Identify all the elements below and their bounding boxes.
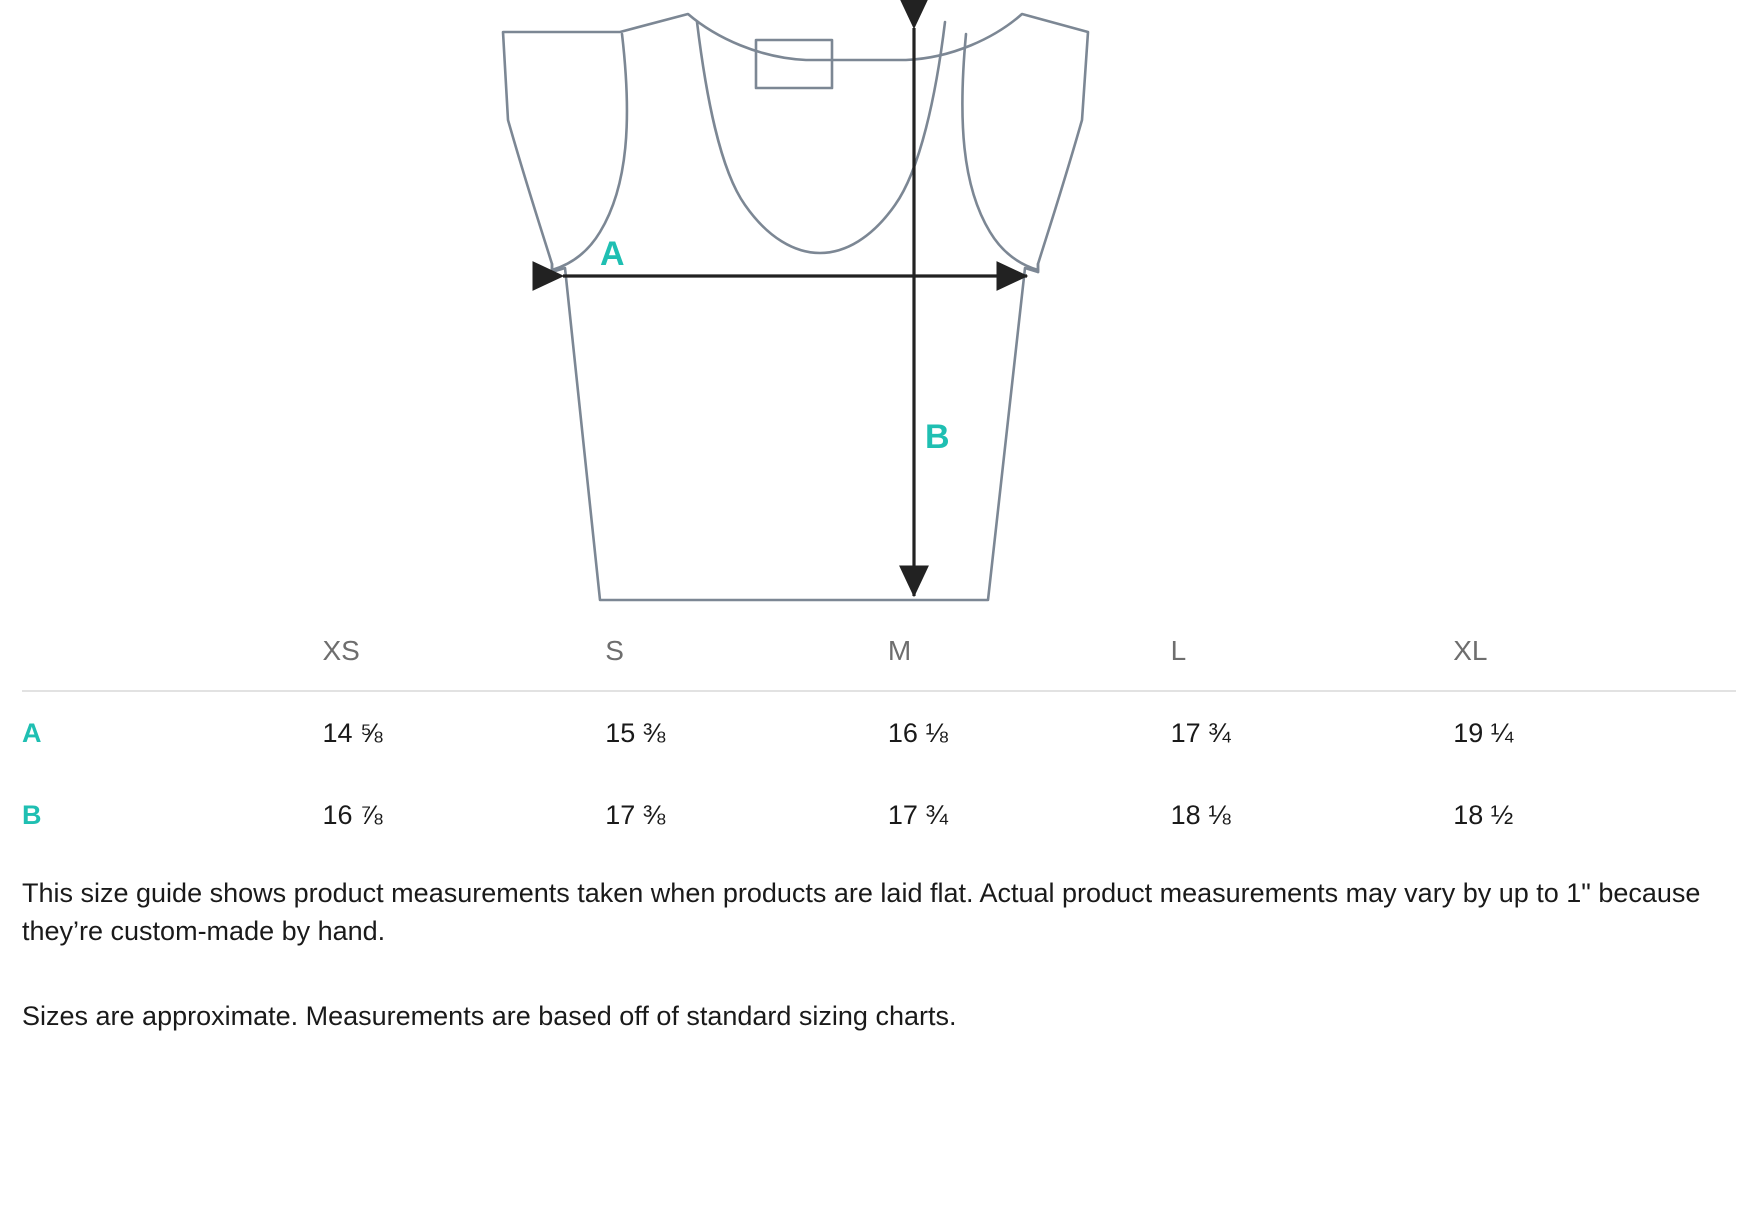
size-chart-head: XS S M L XL xyxy=(22,612,1736,691)
measurement-arrows xyxy=(532,0,1029,598)
size-chart-table: XS S M L XL A 14 ⅝ 15 ⅜ 16 ⅛ 17 ¾ 19 ¼ B… xyxy=(22,612,1736,856)
size-header-xl: XL xyxy=(1453,635,1488,666)
dimension-label-b: B xyxy=(925,418,950,456)
size-chart-body: A 14 ⅝ 15 ⅜ 16 ⅛ 17 ¾ 19 ¼ B 16 ⅞ 17 ⅜ 1… xyxy=(22,691,1736,856)
note-laid-flat: This size guide shows product measuremen… xyxy=(22,878,1701,947)
cell-a-l: 17 ¾ xyxy=(1170,717,1231,748)
tank-top-flat-sketch-svg: A B xyxy=(501,0,1090,602)
cell-b-m: 17 ¾ xyxy=(887,799,948,830)
cell-a-m: 16 ⅛ xyxy=(887,717,948,748)
cell-b-xs: 16 ⅞ xyxy=(322,799,383,830)
cell-a-xs: 14 ⅝ xyxy=(322,717,383,748)
table-row: B 16 ⅞ 17 ⅜ 17 ¾ 18 ⅛ 18 ½ xyxy=(22,774,1736,856)
table-row: A 14 ⅝ 15 ⅜ 16 ⅛ 17 ¾ 19 ¼ xyxy=(22,691,1736,774)
size-header-l: L xyxy=(1170,635,1187,666)
size-header-m: M xyxy=(887,635,912,666)
size-guide-notes: This size guide shows product measuremen… xyxy=(0,874,1758,1035)
garment-outline xyxy=(501,12,1090,602)
cell-b-xl: 18 ½ xyxy=(1453,799,1514,830)
neck-label-rect xyxy=(754,38,834,90)
cell-b-s: 17 ⅜ xyxy=(605,799,666,830)
row-key-b: B xyxy=(22,799,42,830)
size-header-s: S xyxy=(605,635,624,666)
size-chart-header-row: XS S M L XL xyxy=(22,612,1736,691)
cell-a-xl: 19 ¼ xyxy=(1453,717,1514,748)
cell-a-s: 15 ⅜ xyxy=(605,717,666,748)
dimension-label-a: A xyxy=(600,235,625,273)
row-label-column-header xyxy=(22,612,323,691)
size-guide-illustration: A B xyxy=(501,0,1090,602)
row-key-a: A xyxy=(22,717,42,748)
size-header-xs: XS xyxy=(322,635,360,666)
cell-b-l: 18 ⅛ xyxy=(1170,799,1231,830)
note-approximate: Sizes are approximate. Measurements are … xyxy=(22,1000,957,1031)
size-chart-section: XS S M L XL A 14 ⅝ 15 ⅜ 16 ⅛ 17 ¾ 19 ¼ B… xyxy=(0,612,1758,856)
